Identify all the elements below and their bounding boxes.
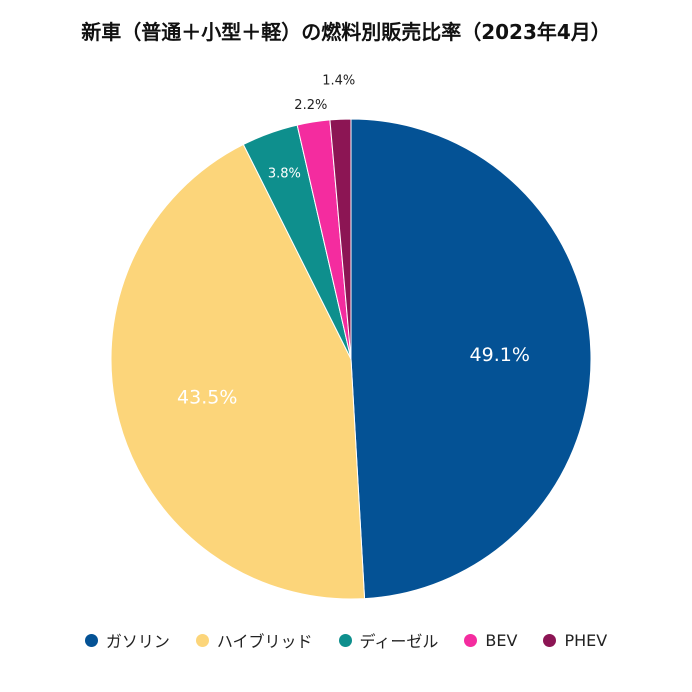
legend-item-hybrid[interactable]: ハイブリッド bbox=[195, 628, 313, 652]
legend-swatch-bev bbox=[464, 633, 478, 647]
legend-item-diesel[interactable]: ディーゼル bbox=[338, 628, 439, 652]
legend-item-bev[interactable]: BEV bbox=[464, 631, 517, 650]
legend-label-hybrid: ハイブリッド bbox=[216, 632, 313, 651]
chart-legend: ガソリン ハイブリッド ディーゼル BEV PHEV bbox=[0, 628, 692, 652]
data-label-hybrid: 43.5% bbox=[177, 386, 237, 408]
data-label-diesel: 3.8% bbox=[268, 166, 301, 181]
legend-swatch-diesel bbox=[338, 633, 352, 647]
legend-label-phev: PHEV bbox=[564, 630, 608, 650]
legend-swatch-phev bbox=[543, 633, 557, 647]
legend-swatch-hybrid bbox=[195, 633, 209, 647]
legend-item-phev[interactable]: PHEV bbox=[543, 631, 607, 650]
legend-swatch-gasoline bbox=[84, 633, 98, 647]
chart-title: 新車（普通＋小型＋軽）の燃料別販売比率（2023年4月） bbox=[81, 20, 611, 44]
legend-label-bev: BEV bbox=[485, 630, 518, 650]
legend-item-gasoline[interactable]: ガソリン bbox=[84, 628, 170, 652]
legend-label-gasoline: ガソリン bbox=[105, 632, 170, 651]
data-label-gasoline: 49.1% bbox=[470, 344, 530, 366]
legend-label-diesel: ディーゼル bbox=[359, 632, 439, 651]
pie-slice-hybrid[interactable] bbox=[110, 143, 366, 600]
data-label-bev: 2.2% bbox=[294, 98, 327, 113]
pie-slice-gasoline[interactable] bbox=[350, 118, 592, 600]
pie-slice-phev[interactable] bbox=[329, 118, 352, 360]
data-label-phev: 1.4% bbox=[322, 73, 355, 88]
